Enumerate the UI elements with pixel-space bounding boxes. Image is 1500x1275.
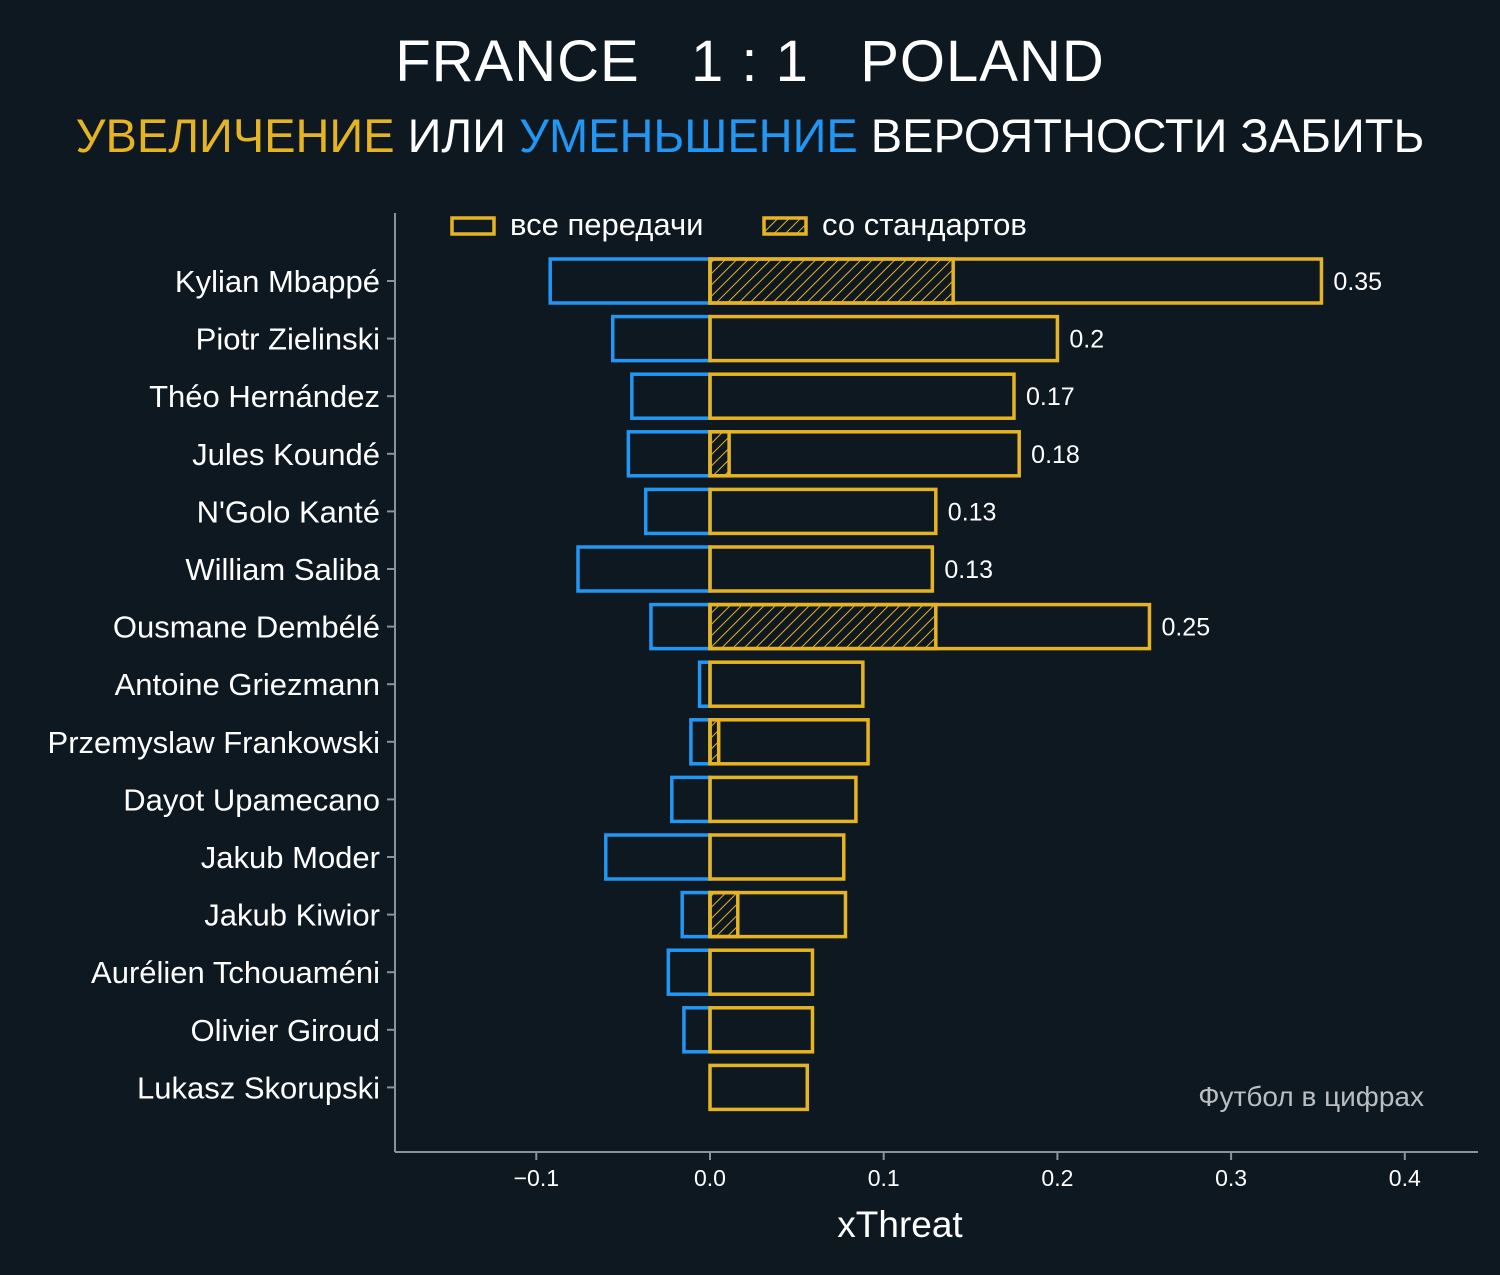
set-piece-bar bbox=[708, 257, 955, 305]
x-tick-label: 0.3 bbox=[1215, 1165, 1247, 1191]
decrease-bar bbox=[670, 775, 712, 824]
increase-bar bbox=[708, 833, 846, 881]
increase-bar bbox=[708, 890, 848, 939]
set-piece-bar bbox=[708, 890, 740, 939]
increase-bar bbox=[708, 430, 1021, 478]
increase-bar bbox=[708, 314, 1060, 363]
increase-bar bbox=[708, 660, 865, 708]
value-label: 0.2 bbox=[1069, 326, 1104, 354]
subtitle-or: ИЛИ bbox=[394, 109, 520, 162]
value-label: 0.35 bbox=[1333, 268, 1382, 296]
decrease-bar bbox=[548, 257, 712, 305]
x-tick-label: 0.1 bbox=[868, 1165, 900, 1191]
y-tick-label: Antoine Griezmann bbox=[115, 667, 380, 702]
value-label: 0.17 bbox=[1026, 383, 1075, 411]
y-tick-label: William Saliba bbox=[185, 552, 380, 587]
set-piece-bar bbox=[708, 430, 731, 478]
x-tick-label: 0.2 bbox=[1041, 1165, 1073, 1191]
increase-bar bbox=[708, 602, 1152, 651]
y-tick-label: Théo Hernández bbox=[149, 379, 380, 414]
set-piece-bar bbox=[708, 602, 938, 651]
value-label: 0.13 bbox=[944, 556, 993, 584]
increase-bar bbox=[708, 1063, 810, 1112]
legend: все передачи со стандартов bbox=[450, 207, 1027, 242]
y-tick-label: Jakub Kiwior bbox=[204, 898, 380, 933]
y-tick-label: Aurélien Tchouaméni bbox=[91, 955, 380, 990]
increase-bar bbox=[708, 545, 935, 593]
y-tick-label: Kylian Mbappé bbox=[175, 264, 380, 299]
y-tick-label: Jakub Moder bbox=[201, 840, 380, 875]
legend-set-pieces-label: со стандартов bbox=[822, 207, 1027, 242]
y-tick-label: Przemyslaw Frankowski bbox=[48, 725, 380, 760]
decrease-bar bbox=[689, 718, 712, 766]
legend-set-pieces-swatch bbox=[762, 216, 808, 236]
x-tick-label: −0.1 bbox=[514, 1165, 559, 1191]
value-label: 0.25 bbox=[1161, 614, 1210, 642]
decrease-bar bbox=[666, 948, 712, 996]
decrease-bar bbox=[610, 314, 712, 363]
decrease-bar bbox=[680, 890, 712, 939]
increase-bar bbox=[708, 718, 870, 766]
increase-bar bbox=[708, 775, 858, 824]
increase-bar bbox=[708, 372, 1016, 420]
value-label: 0.13 bbox=[948, 498, 997, 526]
y-tick-label: Piotr Zielinski bbox=[196, 322, 380, 357]
decrease-bar bbox=[604, 833, 712, 881]
increase-bar bbox=[708, 257, 1324, 305]
y-tick-label: N'Golo Kanté bbox=[197, 494, 380, 529]
y-tick-label: Dayot Upamecano bbox=[123, 782, 380, 817]
decrease-bar bbox=[630, 372, 712, 420]
bars: 0.35 0.2 0.17 0.18 0.13 0.13 0.25 bbox=[548, 257, 1382, 1112]
chart-title: FRANCE 1 : 1 POLAND bbox=[395, 29, 1105, 94]
subtitle-decrease: УМЕНЬШЕНИЕ bbox=[519, 109, 858, 162]
increase-bar bbox=[708, 1006, 815, 1054]
watermark: Футбол в цифрах bbox=[1198, 1081, 1424, 1112]
axes: −0.1 0.0 0.1 0.2 0.3 0.4 xThreat Kylian Mbappé P… bbox=[48, 213, 1478, 1245]
decrease-bar bbox=[626, 430, 712, 478]
decrease-bar bbox=[682, 1006, 712, 1054]
chart-subtitle: УВЕЛИЧЕНИЕ ИЛИ УМЕНЬШЕНИЕ ВЕРОЯТНОСТИ ЗА… bbox=[0, 108, 1500, 163]
x-tick-label: 0.4 bbox=[1389, 1165, 1421, 1191]
increase-bar bbox=[708, 948, 815, 996]
decrease-bar bbox=[643, 487, 712, 536]
decrease-bar bbox=[649, 602, 712, 651]
subtitle-increase: УВЕЛИЧЕНИЕ bbox=[75, 109, 395, 162]
value-label: 0.18 bbox=[1031, 441, 1080, 469]
decrease-bar bbox=[576, 545, 712, 593]
y-tick-label: Olivier Giroud bbox=[191, 1013, 381, 1048]
legend-all-passes-swatch bbox=[450, 216, 496, 236]
x-tick-label: 0.0 bbox=[694, 1165, 726, 1191]
subtitle-rest: ВЕРОЯТНОСТИ ЗАБИТЬ bbox=[857, 109, 1425, 162]
y-tick-label: Jules Koundé bbox=[192, 437, 380, 472]
legend-all-passes-label: все передачи bbox=[510, 207, 703, 242]
increase-bar bbox=[708, 487, 938, 536]
x-axis-label: xThreat bbox=[837, 1204, 963, 1245]
y-tick-label: Lukasz Skorupski bbox=[137, 1070, 380, 1105]
y-tick-label: Ousmane Dembélé bbox=[113, 610, 380, 645]
